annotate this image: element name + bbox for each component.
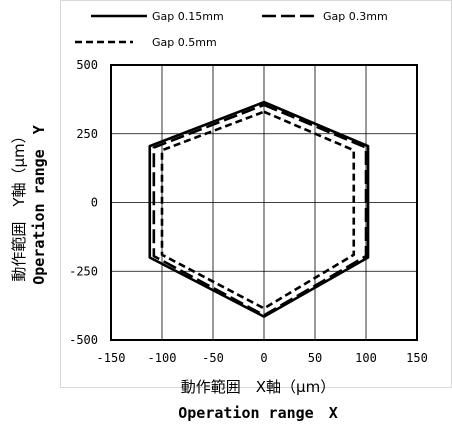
x-tick-label: 0: [260, 351, 267, 365]
y-tick-label: 500: [76, 58, 98, 72]
x-axis-title-en: Operation range X: [178, 404, 338, 422]
y-tick-label: -250: [69, 264, 98, 278]
series-line-2: [152, 103, 368, 317]
x-tick-label: -50: [202, 351, 224, 365]
series-layer: [148, 100, 370, 318]
y-tick-label: 250: [76, 127, 98, 141]
x-tick-label: -150: [97, 351, 126, 365]
legend-label-2: Gap 0.3mm: [323, 10, 388, 23]
y-tick-label: -500: [69, 333, 98, 347]
y-axis-title: 動作範囲 Y軸（μm）: [10, 128, 28, 281]
x-tick-labels: -150 -100 -50 0 50 100 150: [97, 351, 428, 365]
y-tick-labels: 500 250 0 -250 -500: [69, 58, 98, 347]
legend-label-3: Gap 0.5mm: [152, 36, 217, 49]
series-line-1: [148, 100, 370, 318]
y-axis-title-en: Operation range Y: [30, 125, 48, 285]
x-tick-label: 100: [355, 351, 377, 365]
legend-label-1: Gap 0.15mm: [152, 10, 224, 23]
x-tick-label: -100: [148, 351, 177, 365]
legend: Gap 0.15mm Gap 0.3mm Gap 0.5mm: [75, 10, 388, 49]
y-tick-label: 0: [91, 196, 98, 210]
x-tick-label: 150: [406, 351, 428, 365]
x-tick-label: 50: [308, 351, 322, 365]
x-axis-title: 動作範囲 X軸（μm）: [181, 378, 335, 396]
